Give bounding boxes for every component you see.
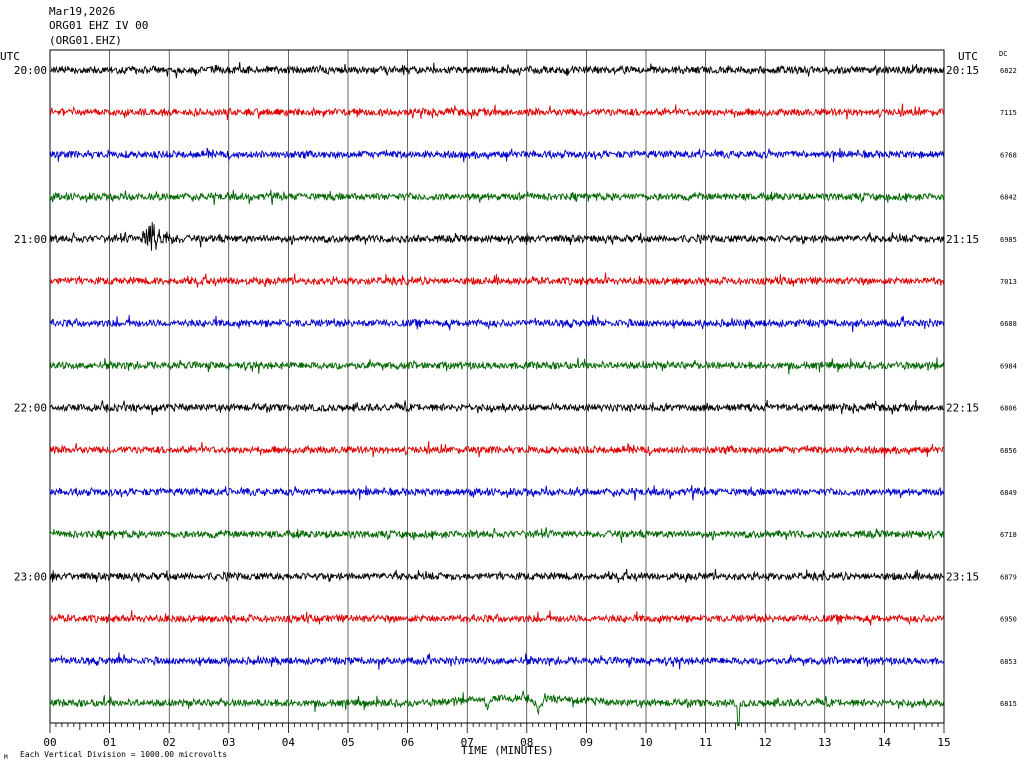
seismic-trace — [49, 568, 945, 584]
hour-label-right: 20:15 — [946, 64, 979, 77]
hour-label-right: 22:15 — [946, 402, 979, 415]
utc-left-label: UTC — [0, 50, 20, 63]
seismic-trace — [49, 272, 945, 288]
hour-label-left: 20:00 — [14, 64, 47, 77]
station-label: ORG01 EHZ IV 00 — [49, 19, 149, 32]
seismic-trace — [49, 399, 945, 416]
dc-offset-label: 6856 — [1000, 447, 1017, 455]
date-label: Mar19,2026 — [49, 5, 116, 18]
x-tick-label: 04 — [282, 736, 296, 749]
seismic-trace — [49, 103, 945, 120]
seismic-trace — [49, 610, 944, 626]
hour-label-right: 21:15 — [946, 233, 979, 246]
x-axis-title: TIME (MINUTES) — [461, 744, 554, 757]
seismic-trace — [49, 314, 945, 333]
scale-note: Each Vertical Division = 1000.00 microvo… — [20, 750, 228, 759]
seismic-trace — [49, 62, 945, 79]
dc-offset-label: 6879 — [1000, 573, 1017, 581]
dc-offset-label: 6950 — [1000, 616, 1017, 624]
x-tick-label: 02 — [163, 736, 176, 749]
hour-label-left: 23:00 — [14, 570, 47, 583]
seismic-trace — [49, 527, 945, 543]
footer-mark: M — [4, 754, 8, 761]
dc-header-label: DC — [999, 50, 1008, 58]
x-tick-label: 12 — [759, 736, 772, 749]
seismic-trace — [49, 357, 945, 375]
dc-offset-label: 6842 — [1000, 194, 1017, 202]
x-tick-label: 13 — [818, 736, 831, 749]
dc-offset-label: 7013 — [1000, 278, 1017, 286]
x-tick-label: 09 — [580, 736, 593, 749]
x-tick-label: 01 — [103, 736, 116, 749]
x-tick-label: 15 — [937, 736, 950, 749]
dc-offset-label: 6822 — [1000, 67, 1017, 75]
dc-offset-label: 6806 — [1000, 405, 1017, 413]
x-tick-label: 05 — [341, 736, 354, 749]
x-tick-label: 08 — [520, 736, 533, 749]
dc-offset-label: 6768 — [1000, 151, 1017, 159]
x-tick-label: 03 — [222, 736, 235, 749]
dc-offset-label: 6718 — [1000, 531, 1017, 539]
x-tick-label: 14 — [878, 736, 892, 749]
seismic-trace — [49, 147, 945, 163]
dc-offset-label: 6849 — [1000, 489, 1017, 497]
x-tick-label: 00 — [43, 736, 56, 749]
dc-offset-label: 6815 — [1000, 700, 1017, 708]
x-tick-label: 07 — [461, 736, 474, 749]
x-tick-label: 06 — [401, 736, 414, 749]
channel-code-label: (ORG01.EHZ) — [49, 34, 122, 47]
seismic-trace — [49, 652, 945, 670]
hour-label-left: 22:00 — [14, 402, 47, 415]
x-tick-label: 10 — [639, 736, 652, 749]
utc-right-label: UTC — [958, 50, 978, 63]
dc-offset-label: 6985 — [1000, 236, 1017, 244]
seismic-trace — [49, 441, 945, 458]
x-tick-label: 11 — [699, 736, 712, 749]
seismic-trace — [49, 690, 945, 727]
dc-offset-label: 6853 — [1000, 658, 1017, 666]
dc-offset-label: 6984 — [1000, 362, 1017, 370]
seismic-trace — [49, 189, 945, 206]
seismic-trace — [49, 221, 945, 251]
seismic-trace — [49, 485, 945, 501]
hour-label-right: 23:15 — [946, 570, 979, 583]
hour-label-left: 21:00 — [14, 233, 47, 246]
dc-offset-label: 7115 — [1000, 109, 1017, 117]
dc-offset-label: 6688 — [1000, 320, 1017, 328]
